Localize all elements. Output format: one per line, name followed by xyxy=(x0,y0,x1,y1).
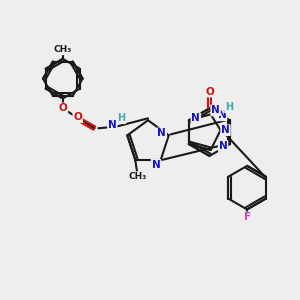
Text: N: N xyxy=(221,125,230,135)
Text: N: N xyxy=(211,105,220,116)
Text: O: O xyxy=(205,86,214,97)
Text: H: H xyxy=(225,102,233,112)
Text: O: O xyxy=(73,112,82,122)
Text: CH₃: CH₃ xyxy=(128,172,146,181)
Text: H: H xyxy=(117,113,125,123)
Text: O: O xyxy=(58,103,67,113)
Text: CH₃: CH₃ xyxy=(54,45,72,54)
Text: N: N xyxy=(191,113,200,123)
Text: N: N xyxy=(152,160,160,170)
Text: N: N xyxy=(108,120,117,130)
Text: N: N xyxy=(218,110,226,120)
Text: N: N xyxy=(219,141,227,151)
Text: N: N xyxy=(158,128,166,138)
Text: F: F xyxy=(244,212,251,222)
